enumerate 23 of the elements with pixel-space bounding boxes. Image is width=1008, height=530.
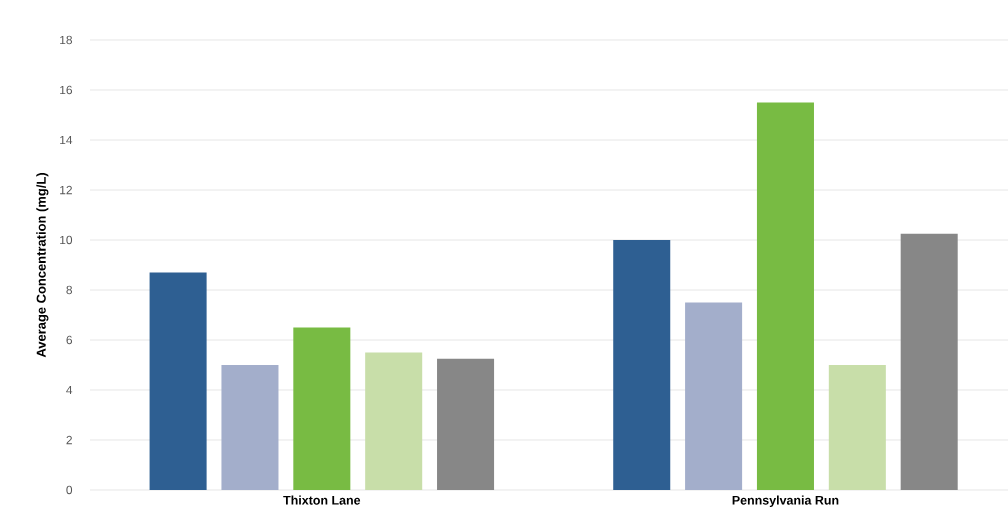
y-tick-label: 14 xyxy=(60,135,73,145)
bar xyxy=(149,272,207,490)
y-axis-title: Average Concentration (mg/L) xyxy=(36,173,49,358)
y-tick-label: 0 xyxy=(66,485,73,495)
bar xyxy=(365,352,423,490)
bar xyxy=(221,364,279,490)
y-tick-label: 12 xyxy=(60,185,72,195)
bar xyxy=(828,364,886,490)
bar xyxy=(900,233,958,490)
y-tick-label: 4 xyxy=(66,385,73,395)
bar xyxy=(756,102,814,490)
bar xyxy=(293,327,351,490)
bar xyxy=(437,358,495,490)
x-tick-label: Pennsylvania Run xyxy=(732,495,839,508)
bar xyxy=(613,239,671,490)
y-tick-label: 18 xyxy=(60,35,73,45)
x-tick-label: Thixton Lane xyxy=(283,495,361,505)
y-tick-label: 2 xyxy=(66,435,72,445)
y-tick-label: 10 xyxy=(60,235,73,245)
y-tick-label: 8 xyxy=(66,285,73,295)
bar xyxy=(685,302,743,490)
y-tick-label: 16 xyxy=(60,85,73,95)
y-tick-label: 6 xyxy=(66,335,73,345)
